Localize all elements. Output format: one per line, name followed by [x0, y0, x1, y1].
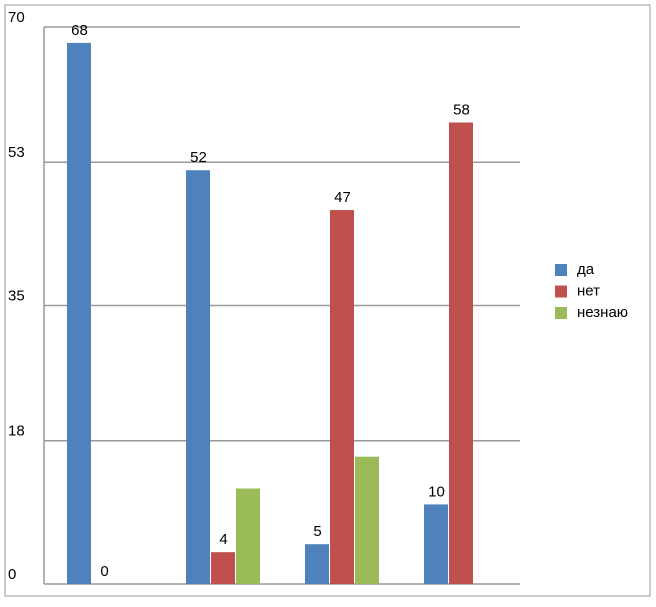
- y-tick-label: 35: [8, 287, 25, 304]
- bar: [424, 504, 448, 584]
- bar: [186, 170, 210, 584]
- bar: [355, 456, 379, 584]
- legend-label: незнаю: [577, 304, 628, 321]
- data-label: 10: [428, 483, 445, 500]
- y-tick-label: 18: [8, 423, 25, 440]
- data-label: 47: [334, 189, 351, 206]
- data-label: 5: [313, 523, 321, 540]
- legend-swatch: [555, 264, 567, 276]
- bar: [449, 122, 473, 584]
- data-label: 68: [71, 22, 88, 39]
- legend-label: да: [577, 261, 595, 278]
- legend-swatch: [555, 285, 567, 298]
- bar: [236, 488, 260, 584]
- y-tick-label: 70: [8, 9, 25, 26]
- legend-swatch: [555, 307, 567, 319]
- y-tick-label: 0: [8, 566, 16, 583]
- data-label: 0: [100, 563, 108, 580]
- y-tick-label: 53: [8, 144, 25, 161]
- chart-border: [4, 4, 651, 597]
- data-label: 4: [219, 531, 227, 548]
- bar: [67, 42, 91, 584]
- legend-label: нет: [577, 282, 600, 299]
- bar: [211, 552, 235, 584]
- data-label: 58: [453, 101, 470, 118]
- data-label: 52: [190, 149, 207, 166]
- bar: [330, 210, 354, 584]
- bar: [305, 544, 329, 584]
